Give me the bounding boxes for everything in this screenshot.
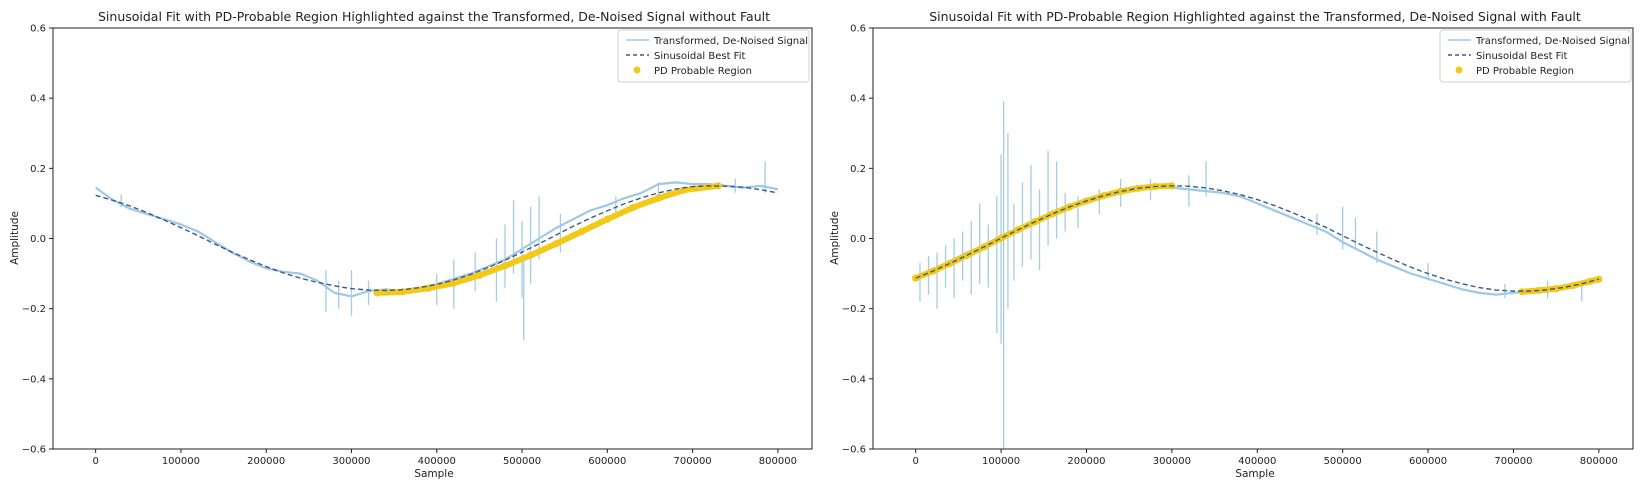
chart-right-legend-signal-label: Transformed, De-Noised Signal bbox=[1475, 36, 1630, 47]
chart-right-title: Sinusoidal Fit with PD-Probable Region H… bbox=[929, 9, 1581, 24]
chart-left-xtick-label: 700000 bbox=[674, 456, 712, 467]
chart-right-xtick-label: 400000 bbox=[1238, 456, 1276, 467]
chart-left-ytick-label: −0.2 bbox=[22, 304, 46, 315]
chart-left-legend-pd-label: PD Probable Region bbox=[654, 66, 752, 77]
chart-left-legend: Transformed, De-Noised Signal Sinusoidal… bbox=[617, 29, 810, 83]
chart-right-xtick-label: 100000 bbox=[982, 456, 1020, 467]
chart-left-xtick-label: 300000 bbox=[332, 456, 370, 467]
chart-right-legend-pd-label: PD Probable Region bbox=[1476, 66, 1574, 77]
chart-right-ytick-label: −0.2 bbox=[842, 304, 866, 315]
chart-right-legend: Transformed, De-Noised Signal Sinusoidal… bbox=[1439, 29, 1632, 83]
chart-right-ytick-label: −0.4 bbox=[842, 374, 866, 385]
chart-left-ytick-label: −0.6 bbox=[22, 445, 46, 456]
chart-left-ytick-label: 0.2 bbox=[30, 164, 46, 175]
chart-right-xtick-label: 300000 bbox=[1153, 456, 1191, 467]
chart-right-pd-band bbox=[912, 182, 1175, 282]
chart-right-xlabel: Sample bbox=[1235, 468, 1274, 480]
chart-left-xtick-label: 0 bbox=[92, 456, 98, 467]
chart-right-xtick-label: 0 bbox=[913, 456, 919, 467]
chart-right-legend-fit-label: Sinusoidal Best Fit bbox=[1476, 51, 1567, 62]
chart-left-xtick-label: 400000 bbox=[418, 456, 456, 467]
chart-left-xtick-label: 600000 bbox=[588, 456, 626, 467]
chart-right-ytick-label: 0.2 bbox=[850, 164, 866, 175]
chart-right-xtick-label: 200000 bbox=[1067, 456, 1105, 467]
chart-left-ytick-label: 0.4 bbox=[30, 94, 46, 105]
chart-left-data-layer bbox=[94, 161, 779, 341]
chart-left-xtick-label: 800000 bbox=[759, 456, 797, 467]
chart-left-xtick-label: 200000 bbox=[247, 456, 285, 467]
chart-left-legend-box bbox=[617, 29, 810, 83]
chart-right-data-layer bbox=[912, 101, 1603, 449]
chart-right-ytick-label: −0.6 bbox=[842, 445, 866, 456]
chart-left-ylabel: Amplitude bbox=[9, 211, 21, 265]
chart-right-xtick-label: 700000 bbox=[1494, 456, 1532, 467]
chart-left-ytick-label: 0.6 bbox=[30, 24, 46, 35]
chart-left-xtick-label: 100000 bbox=[162, 456, 200, 467]
chart-right-ytick-label: 0.4 bbox=[850, 94, 866, 105]
chart-right-xtick-label: 500000 bbox=[1324, 456, 1362, 467]
chart-left-ytick-label: −0.4 bbox=[22, 374, 46, 385]
chart-left-xlabel: Sample bbox=[414, 468, 453, 480]
chart-right-plot-area: 0 100000 200000 300000 400000 500000 600000 700… bbox=[842, 24, 1634, 467]
chart-left-legend-pd-swatch bbox=[633, 66, 641, 74]
chart-left: Sinusoidal Fit with PD-Probable Region H… bbox=[9, 9, 813, 480]
chart-left-fit-line bbox=[95, 185, 779, 292]
chart-right-legend-pd-swatch bbox=[1455, 66, 1463, 74]
chart-left-title: Sinusoidal Fit with PD-Probable Region H… bbox=[98, 9, 770, 24]
chart-left-legend-fit-label: Sinusoidal Best Fit bbox=[654, 51, 745, 62]
chart-right-xtick-label: 600000 bbox=[1409, 456, 1447, 467]
chart-right-fit-line bbox=[915, 185, 1600, 292]
chart-left-legend-signal-label: Transformed, De-Noised Signal bbox=[653, 36, 808, 47]
chart-right-xtick-label: 800000 bbox=[1580, 456, 1618, 467]
chart-left-ytick-label: 0.0 bbox=[30, 234, 46, 245]
chart-right-ytick-label: 0.0 bbox=[850, 234, 866, 245]
chart-right: Sinusoidal Fit with PD-Probable Region H… bbox=[829, 9, 1634, 480]
chart-left-pd-band bbox=[374, 182, 722, 296]
chart-right-ytick-label: 0.6 bbox=[850, 24, 866, 35]
chart-left-xtick-label: 500000 bbox=[503, 456, 541, 467]
chart-left-plot-area: 0 100000 200000 300000 400000 500000 600000 700… bbox=[22, 24, 813, 467]
chart-right-ylabel: Amplitude bbox=[829, 211, 841, 265]
chart-right-legend-box bbox=[1439, 29, 1632, 83]
